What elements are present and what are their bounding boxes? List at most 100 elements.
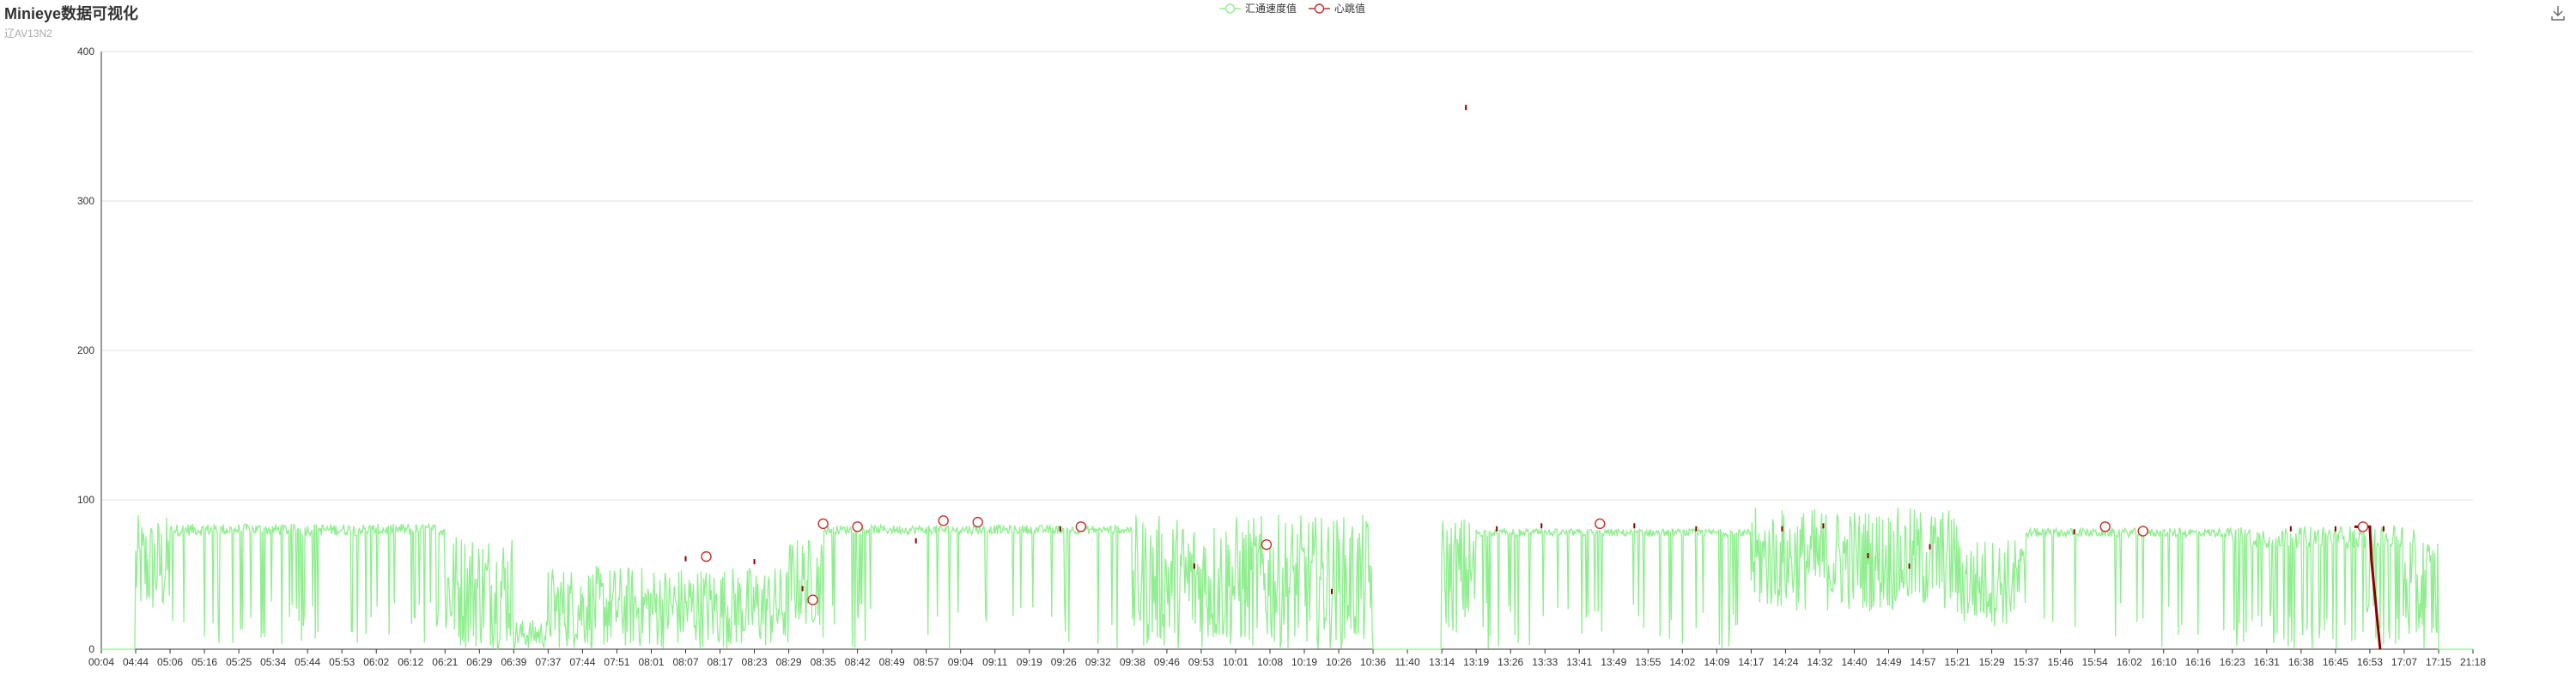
download-icon[interactable] [2549, 3, 2567, 22]
heartbeat-point [914, 538, 917, 544]
heartbeat-point [801, 586, 804, 592]
heartbeat-point [1540, 523, 1543, 529]
x-tick-label: 06:02 [363, 656, 389, 668]
x-tick-label: 08:42 [845, 656, 871, 668]
x-tick-label: 05:34 [260, 656, 286, 668]
x-tick-label: 14:40 [1841, 656, 1867, 668]
heartbeat-marker[interactable] [2099, 521, 2111, 532]
x-tick-label: 13:49 [1601, 656, 1626, 668]
heartbeat-point [1496, 526, 1498, 532]
x-tick-label: 05:53 [329, 656, 355, 668]
series-layer [101, 105, 2473, 652]
heartbeat-point [2073, 529, 2075, 535]
legend-item-0[interactable]: 汇通速度值 [1219, 2, 1297, 15]
x-tick-label: 16:45 [2323, 656, 2348, 668]
y-tick-label: 200 [77, 344, 94, 356]
x-tick-label: 09:19 [1017, 656, 1042, 668]
x-tick-label: 13:26 [1498, 656, 1523, 668]
x-tick-label: 15:46 [2048, 656, 2074, 668]
legend[interactable]: 汇通速度值 心跳值 [1219, 2, 1365, 15]
x-tick-label: 13:41 [1566, 656, 1592, 668]
heartbeat-point [1929, 544, 1931, 550]
heartbeat-point [753, 559, 756, 565]
x-tick-label: 07:51 [604, 656, 629, 668]
x-tick-label: 15:21 [1945, 656, 1971, 668]
x-tick-label: 10:08 [1257, 656, 1283, 668]
heartbeat-point [1633, 523, 1636, 529]
heartbeat-point [1059, 526, 1061, 532]
x-tick-label: 05:44 [295, 656, 320, 668]
y-tick-label: 0 [88, 643, 94, 655]
heartbeat-point [1331, 588, 1334, 594]
x-tick-label: 09:38 [1120, 656, 1145, 668]
legend-item-1[interactable]: 心跳值 [1309, 2, 1365, 15]
x-axis: 00:04 04:44 05:06 05:16 05:25 05:34 05:44 05:53… [88, 648, 2486, 668]
heartbeat-point [1695, 526, 1698, 532]
legend-label: 心跳值 [1334, 2, 1365, 15]
legend-swatch-marker [1314, 3, 1325, 14]
x-tick-label: 13:55 [1635, 656, 1661, 668]
x-tick-label: 14:24 [1772, 656, 1798, 668]
x-tick-label: 15:54 [2082, 656, 2108, 668]
heartbeat-marker[interactable] [1261, 539, 1273, 550]
heartbeat-marker[interactable] [1075, 521, 1087, 532]
x-tick-label: 06:21 [432, 656, 458, 668]
series-line-speed [101, 508, 2473, 652]
x-tick-label: 16:02 [2117, 656, 2142, 668]
heartbeat-point [1822, 523, 1825, 529]
chart-subtitle: 辽AV13N2 [4, 27, 52, 40]
x-tick-label: 15:37 [2014, 656, 2039, 668]
x-tick-label: 05:06 [157, 656, 183, 668]
x-tick-label: 16:23 [2220, 656, 2245, 668]
x-tick-label: 13:33 [1532, 656, 1558, 668]
x-tick-label: 17:07 [2391, 656, 2417, 668]
y-tick-label: 400 [77, 46, 94, 58]
heartbeat-marker[interactable] [972, 516, 983, 528]
heartbeat-marker[interactable] [938, 515, 949, 526]
chart-title: Minieye数据可视化 [4, 5, 139, 22]
x-tick-label: 10:01 [1223, 656, 1249, 668]
x-tick-label: 16:16 [2185, 656, 2211, 668]
x-tick-label: 08:49 [879, 656, 905, 668]
x-tick-label: 14:49 [1875, 656, 1901, 668]
x-tick-label: 09:32 [1085, 656, 1111, 668]
heartbeat-point [2382, 526, 2385, 532]
heartbeat-marker[interactable] [2137, 526, 2148, 537]
x-tick-label: 09:26 [1051, 656, 1077, 668]
x-tick-label: 16:10 [2151, 656, 2177, 668]
y-axis: 0 100 200 300 400 [77, 46, 102, 655]
x-tick-label: 08:07 [672, 656, 698, 668]
y-tick-label: 100 [77, 494, 94, 506]
x-tick-label: 09:53 [1188, 656, 1214, 668]
x-tick-label: 09:04 [948, 656, 974, 668]
heartbeat-point [1867, 553, 1869, 559]
heartbeat-point [1465, 105, 1467, 111]
x-tick-label: 14:02 [1669, 656, 1695, 668]
heartbeat-point [1193, 563, 1195, 569]
x-tick-label: 05:16 [191, 656, 217, 668]
heartbeat-marker[interactable] [701, 550, 712, 562]
heartbeat-marker[interactable] [807, 594, 818, 605]
x-tick-label: 09:11 [982, 656, 1007, 668]
x-tick-label: 17:15 [2426, 656, 2451, 668]
x-tick-label: 08:29 [776, 656, 802, 668]
x-tick-label: 06:39 [501, 656, 526, 668]
x-tick-label: 13:19 [1463, 656, 1489, 668]
x-tick-label: 10:19 [1291, 656, 1317, 668]
x-tick-label: 09:46 [1154, 656, 1180, 668]
x-tick-label: 07:44 [569, 656, 595, 668]
x-tick-label: 08:57 [914, 656, 939, 668]
x-tick-label: 08:35 [811, 656, 836, 668]
x-tick-label: 10:26 [1326, 656, 1352, 668]
heartbeat-point [2289, 526, 2292, 532]
x-tick-label: 14:09 [1704, 656, 1729, 668]
heartbeat-marker[interactable] [852, 521, 863, 532]
x-tick-label: 15:29 [1979, 656, 2005, 668]
x-tick-label: 16:31 [2254, 656, 2280, 668]
heartbeat-marker[interactable] [817, 518, 829, 530]
heartbeat-marker[interactable] [2357, 521, 2369, 532]
heartbeat-marker[interactable] [1595, 518, 1606, 530]
x-tick-label: 14:32 [1807, 656, 1832, 668]
grid-lines [101, 51, 2473, 501]
